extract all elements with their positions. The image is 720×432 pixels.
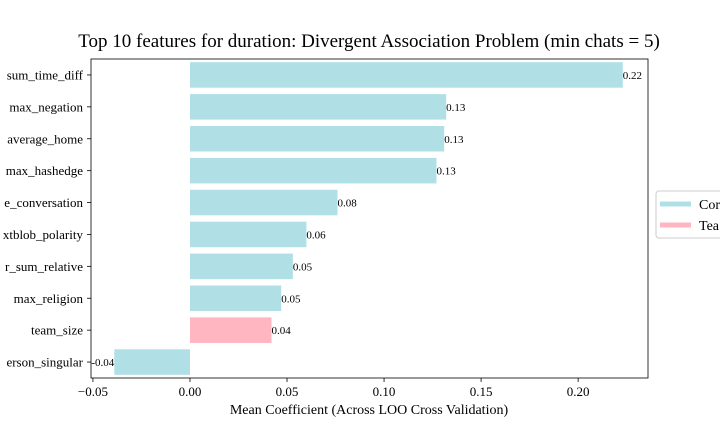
y-tick-label: sum_time_diff <box>7 67 84 82</box>
bar-max_hashedge <box>189 157 437 184</box>
bar-r_sum_relative <box>189 253 293 280</box>
bar-max_negation <box>189 94 447 120</box>
y-tick-label: max_hashedge <box>6 163 83 178</box>
y-tick-label: team_size <box>31 323 83 338</box>
bar-max_religion <box>189 285 282 312</box>
x-tick-label: −0.05 <box>78 384 108 399</box>
data-label: 0.22 <box>623 70 642 82</box>
x-tick-label: 0.05 <box>276 384 299 399</box>
data-label: 0.04 <box>271 325 291 337</box>
bar-sum_time_diff <box>189 62 623 88</box>
y-tick-label: average_home <box>7 131 83 146</box>
legend-swatch <box>660 222 691 228</box>
bar-average_home <box>189 125 445 152</box>
data-label: 0.13 <box>436 166 456 178</box>
bar-e_conversation <box>189 189 338 216</box>
bar-erson_singular <box>114 349 190 375</box>
y-tick-label: erson_singular <box>6 355 83 370</box>
y-tick-label: max_religion <box>14 291 84 306</box>
x-tick-label: 0.15 <box>470 384 493 399</box>
bars-layer <box>114 62 623 375</box>
legend-label: Cor <box>699 198 720 213</box>
y-tick-label: e_conversation <box>4 195 83 210</box>
data-label: 0.06 <box>306 229 326 241</box>
bar-team_size <box>189 317 272 343</box>
legend-label: Tea <box>699 219 720 234</box>
data-label: 0.08 <box>337 198 357 210</box>
legend: Cor Tea <box>655 190 720 239</box>
legend-swatch <box>660 201 691 207</box>
x-tick-label: 0.20 <box>567 384 590 399</box>
y-tick-label: r_sum_relative <box>5 259 83 274</box>
x-axis-label: Mean Coefficient (Across LOO Cross Valid… <box>230 403 509 418</box>
plot-frame <box>90 58 649 379</box>
x-axis-ticks: −0.05 0.00 0.05 0.10 0.15 0.20 <box>78 378 590 399</box>
x-tick-label: 0.10 <box>373 384 396 399</box>
x-tick-label: 0.00 <box>179 384 202 399</box>
data-label: 0.05 <box>293 261 313 273</box>
data-label: 0.13 <box>446 102 466 114</box>
chart-title: Top 10 features for duration: Divergent … <box>78 31 660 52</box>
bar-xtblob_polarity <box>189 221 307 248</box>
y-tick-labels: sum_time_diff max_negation average_homemax… <box>3 67 91 370</box>
data-label: 0.05 <box>281 293 301 305</box>
y-tick-label: max_negation <box>9 99 83 114</box>
data-label: -0.04 <box>91 357 114 369</box>
data-labels: 0.22 0.13 0.13 0.13 0.08 0.06 0.05 0.05 0.04 -0.0… <box>91 70 642 369</box>
data-label: 0.13 <box>444 134 464 146</box>
y-tick-label: xtblob_polarity <box>3 227 84 242</box>
